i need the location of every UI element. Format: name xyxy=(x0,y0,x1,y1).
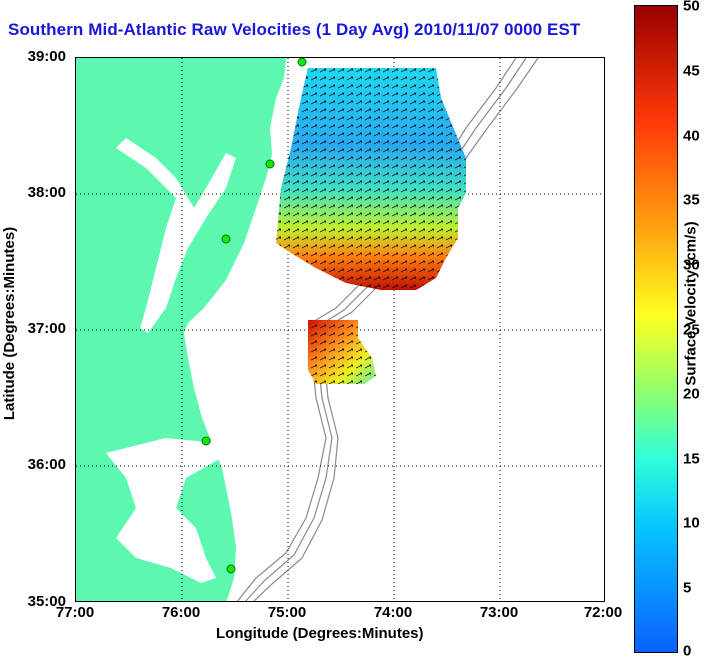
lat-tick-label: 39:00 xyxy=(27,48,66,65)
lat-tick-label: 38:00 xyxy=(27,184,66,201)
colorbar-tick-label: 40 xyxy=(683,127,700,145)
velocity-colorbar xyxy=(634,5,678,653)
colorbar-tick-label: 20 xyxy=(683,385,700,403)
radar-station-marker xyxy=(201,436,211,446)
y-axis-label: Latitude (Degrees:Minutes) xyxy=(1,226,19,421)
lon-tick-label: 72:00 xyxy=(583,604,623,621)
radar-stations xyxy=(201,58,307,574)
x-axis-label: Longitude (Degrees:Minutes) xyxy=(216,625,424,642)
colorbar-tick-label: 30 xyxy=(683,256,700,274)
radar-station-marker xyxy=(221,234,231,244)
map-plot-area[interactable] xyxy=(75,57,605,602)
colorbar-tick-label: 5 xyxy=(683,579,692,597)
lat-tick-label: 35:00 xyxy=(27,593,66,610)
lon-tick-label: 77:00 xyxy=(55,604,95,621)
sound-water xyxy=(106,438,221,583)
colorbar-tick-label: 25 xyxy=(683,321,700,339)
colorbar-tick-label: 0 xyxy=(683,642,692,660)
colorbar-tick-label: 10 xyxy=(683,514,700,532)
velocity-field-south xyxy=(308,320,376,384)
colorbar-tick-label: 50 xyxy=(683,0,700,15)
map-title: Southern Mid-Atlantic Raw Velocities (1 … xyxy=(8,20,581,39)
colorbar-tick-label: 15 xyxy=(683,450,700,468)
lon-tick-label: 73:00 xyxy=(479,604,519,621)
colorbar-tick-label: 45 xyxy=(683,62,700,80)
colorbar-tick-label: 35 xyxy=(683,191,700,209)
lon-tick-label: 75:00 xyxy=(267,604,307,621)
colorbar-label: Surface Velocity (cm/s) xyxy=(682,221,700,386)
lon-tick-label: 76:00 xyxy=(161,604,201,621)
lat-tick-label: 37:00 xyxy=(27,320,66,337)
lon-tick-label: 74:00 xyxy=(373,604,413,621)
radar-station-marker xyxy=(226,564,236,574)
radar-station-marker xyxy=(265,159,275,169)
bay-water xyxy=(116,138,236,333)
velocity-field-north xyxy=(276,68,466,290)
radar-station-marker xyxy=(297,58,307,67)
lat-tick-label: 36:00 xyxy=(27,456,66,473)
